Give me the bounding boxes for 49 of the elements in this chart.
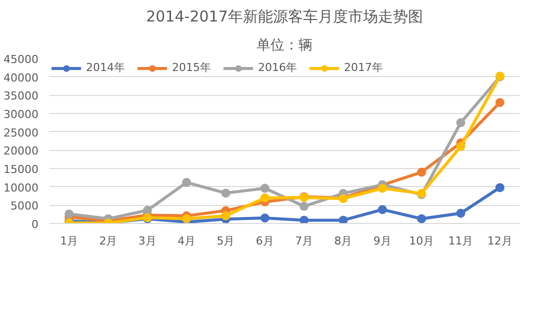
x-tick-label: 12月 — [487, 234, 512, 248]
x-tick-label: 3月 — [138, 234, 156, 248]
point — [378, 205, 387, 214]
point — [300, 202, 309, 211]
point — [417, 214, 426, 224]
point — [64, 209, 74, 218]
x-tick-label: 6月 — [256, 234, 274, 248]
x-tick-label: 8月 — [334, 234, 352, 248]
y-tick-label: 45000 — [4, 53, 39, 66]
y-tick-label: 10000 — [4, 181, 39, 194]
point — [456, 208, 466, 218]
y-tick-label: 25000 — [4, 126, 39, 140]
point — [456, 118, 466, 128]
x-tick-label: 10月 — [409, 234, 434, 248]
y-tick-label: 30000 — [4, 108, 39, 121]
x-tick-label: 5月 — [216, 234, 235, 248]
y-tick-label: 40000 — [4, 71, 39, 84]
y-tick-label: 20000 — [4, 144, 39, 158]
x-tick-label: 2月 — [99, 234, 118, 248]
point — [221, 211, 230, 220]
x-tick-label: 4月 — [178, 234, 196, 248]
point — [182, 178, 192, 187]
point — [260, 214, 270, 222]
y-tick-label: 0 — [32, 218, 38, 231]
point — [495, 98, 504, 107]
x-tick-label: 1月 — [60, 234, 78, 248]
legend-label: 2014年 — [86, 60, 125, 75]
point — [417, 168, 426, 177]
x-tick-label: 9月 — [373, 234, 392, 248]
x-tick-label: 7月 — [295, 234, 314, 248]
point — [300, 216, 309, 224]
y-tick-label: 35000 — [4, 90, 39, 103]
point — [495, 183, 504, 192]
point — [260, 193, 270, 202]
x-tick-label: 11月 — [448, 234, 474, 248]
legend-label: 2017年 — [344, 60, 383, 75]
point — [338, 216, 348, 224]
chart-title: 2014-2017年新能源客车月度市场走势图 — [146, 8, 423, 26]
point — [456, 142, 466, 151]
point — [260, 184, 270, 193]
point — [221, 188, 230, 198]
legend-label: 2016年 — [258, 60, 297, 75]
chart-subtitle: 单位：辆 — [256, 38, 312, 54]
point — [378, 184, 387, 193]
y-tick-label: 15000 — [4, 163, 39, 176]
legend-label: 2015年 — [172, 60, 211, 75]
point — [142, 206, 152, 215]
y-tick-label: 5000 — [10, 200, 39, 213]
point — [182, 214, 192, 224]
